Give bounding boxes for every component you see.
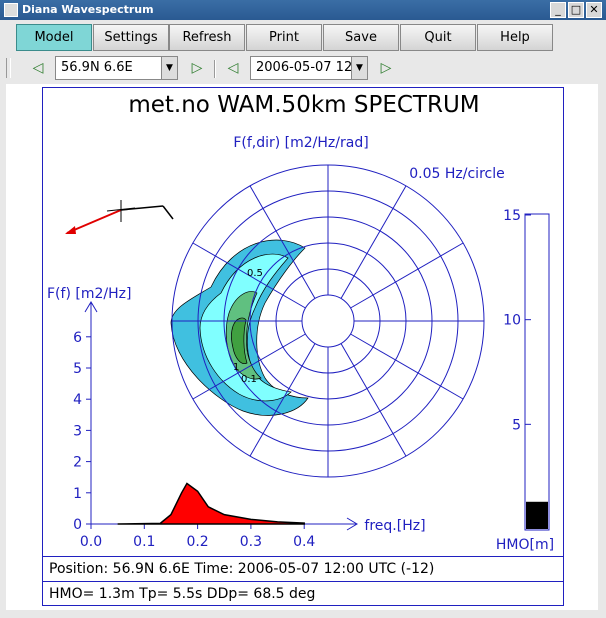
polar-spoke bbox=[249, 185, 316, 299]
app-icon bbox=[4, 3, 18, 17]
hmo-tick-label: 10 bbox=[503, 313, 521, 329]
hmo-tick-label: 15 bbox=[503, 208, 521, 224]
x-tick-label: 0.4 bbox=[293, 534, 315, 550]
polar-spoke bbox=[192, 333, 306, 400]
contour-label: 0.5 bbox=[247, 268, 263, 279]
close-button[interactable]: ✕ bbox=[586, 2, 602, 18]
chevron-down-icon[interactable]: ▼ bbox=[351, 57, 367, 79]
frequency-spectrum-chart: F(f) [m2/Hz] freq.[Hz] 0 1 2 3 4 5 6 0.0 0.1 0.2… bbox=[47, 286, 426, 550]
next-position-icon[interactable]: ▷ bbox=[191, 60, 203, 76]
maximize-button[interactable]: □ bbox=[568, 2, 584, 18]
quit-button[interactable]: Quit bbox=[400, 24, 476, 51]
toolbar-grip[interactable] bbox=[6, 58, 11, 78]
hmo-bar-fill bbox=[526, 501, 548, 529]
plot-title: met.no WAM.50km SPECTRUM bbox=[128, 92, 480, 118]
x-tick-label: 0.0 bbox=[80, 534, 102, 550]
toolbar-separator bbox=[214, 60, 216, 78]
x-tick-label: 0.3 bbox=[240, 534, 262, 550]
x-axis-arrow bbox=[346, 517, 358, 531]
next-time-icon[interactable]: ▷ bbox=[380, 60, 392, 76]
chevron-down-icon[interactable]: ▼ bbox=[161, 57, 177, 79]
x-tick-label: 0.2 bbox=[186, 534, 208, 550]
polar-spoke bbox=[350, 333, 464, 400]
polar-spoke bbox=[350, 242, 464, 309]
hmo-tick-label: 5 bbox=[512, 417, 521, 433]
previous-time-icon[interactable]: ◁ bbox=[227, 60, 239, 76]
polar-spoke bbox=[192, 242, 306, 309]
contour-label: 1 bbox=[233, 362, 239, 373]
hmo-label: HMO[m] bbox=[496, 537, 554, 553]
wave-parameters-status: HMO= 1.3m Tp= 5.5s DDp= 68.5 deg bbox=[43, 581, 563, 605]
y-tick-label: 5 bbox=[73, 361, 82, 377]
previous-position-icon[interactable]: ◁ bbox=[32, 60, 44, 76]
polar-axis-label: F(f,dir) [m2/Hz/rad] bbox=[233, 135, 368, 151]
position-time-status: Position: 56.9N 6.6E Time: 2006-05-07 12… bbox=[43, 556, 563, 580]
y-tick-label: 3 bbox=[73, 423, 82, 439]
y-tick-label: 4 bbox=[73, 392, 82, 408]
save-button[interactable]: Save bbox=[323, 24, 399, 51]
y-tick-label: 1 bbox=[73, 486, 82, 502]
x-tick-label: 0.1 bbox=[133, 534, 155, 550]
contour-label: 0.1 bbox=[241, 374, 257, 385]
print-button[interactable]: Print bbox=[246, 24, 322, 51]
contour-core-region bbox=[231, 317, 248, 364]
wind-direction-icon bbox=[65, 200, 174, 234]
y-tick-label: 2 bbox=[73, 455, 82, 471]
refresh-button[interactable]: Refresh bbox=[169, 24, 245, 51]
hmo-bar-frame bbox=[524, 213, 550, 531]
polar-spokes bbox=[172, 165, 484, 477]
circle-scale-label: 0.05 Hz/circle bbox=[409, 166, 504, 182]
main-toolbar: Model Settings Refresh Print Save Quit H… bbox=[0, 20, 606, 52]
spectrum-area bbox=[117, 482, 305, 525]
spectrum-plot: 0.1 0.5 1 F(f,dir) [m2/Hz/rad] 0.05 Hz/c… bbox=[47, 135, 554, 553]
settings-button[interactable]: Settings bbox=[93, 24, 169, 51]
minimize-button[interactable]: _ bbox=[550, 2, 566, 18]
position-value: 56.9N 6.6E bbox=[61, 60, 133, 75]
y-axis-arrow bbox=[84, 301, 98, 313]
hmo-gauge: 15 10 5 HMO[m] bbox=[496, 208, 554, 553]
model-button[interactable]: Model bbox=[16, 24, 92, 51]
window-titlebar: Diana Wavespectrum _ □ ✕ bbox=[0, 0, 606, 20]
polar-ring bbox=[301, 294, 355, 348]
help-button[interactable]: Help bbox=[477, 24, 553, 51]
freq-y-axis-label: F(f) [m2/Hz] bbox=[47, 286, 131, 302]
y-tick-label: 6 bbox=[73, 330, 82, 346]
position-select[interactable]: 56.9N 6.6E ▼ bbox=[55, 56, 178, 80]
time-value: 2006-05-07 12 bbox=[256, 60, 353, 75]
y-tick-label: 0 bbox=[73, 517, 82, 533]
time-select[interactable]: 2006-05-07 12 ▼ bbox=[250, 56, 368, 80]
polar-spoke bbox=[249, 343, 316, 457]
freq-x-axis-label: freq.[Hz] bbox=[364, 518, 425, 534]
navigation-toolbar: ◁ 56.9N 6.6E ▼ ▷ ◁ 2006-05-07 12 ▼ ▷ bbox=[0, 52, 606, 84]
window-title: Diana Wavespectrum bbox=[22, 3, 154, 16]
polar-spectrum: 0.1 0.5 1 F(f,dir) [m2/Hz/rad] 0.05 Hz/c… bbox=[170, 135, 505, 478]
polar-spoke bbox=[340, 343, 407, 457]
spectrum-frame: met.no WAM.50km SPECTRUM 0.1 0.5 1 F(f,d… bbox=[42, 87, 564, 606]
polar-spoke bbox=[340, 185, 407, 299]
